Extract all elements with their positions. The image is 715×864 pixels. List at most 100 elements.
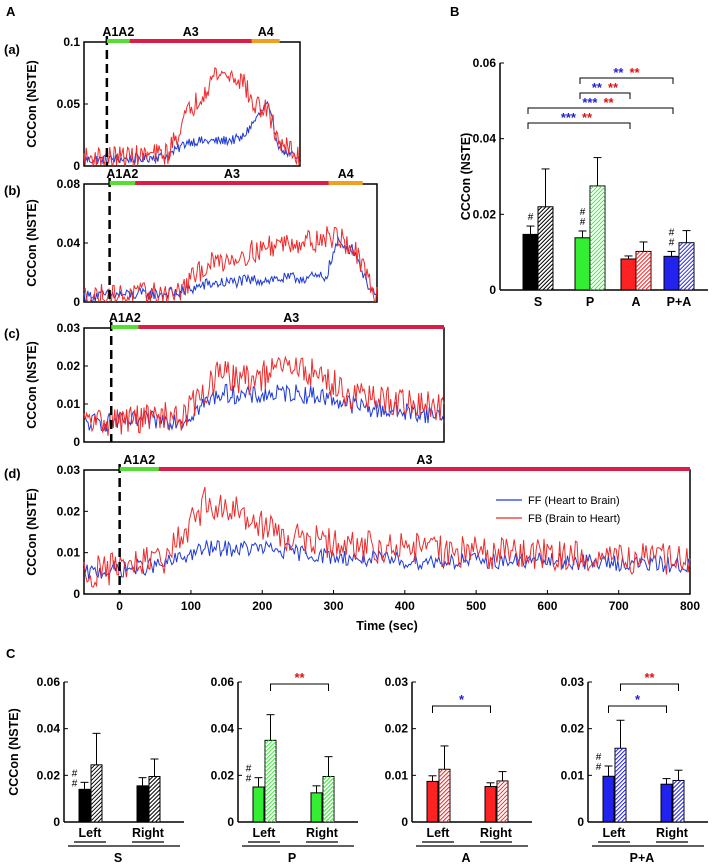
category-label-P+A: P+A bbox=[667, 295, 692, 309]
bar-FB-C-PA-Left-hatch bbox=[614, 747, 620, 753]
bar-FB-C-PA-Left-hatch bbox=[614, 747, 624, 757]
bar-FB-P-hatch bbox=[589, 238, 606, 255]
series-line-fb-d bbox=[83, 486, 691, 588]
bar-FB-C-PA-Left-hatch bbox=[614, 796, 627, 809]
phase-bar-a-0 bbox=[106, 39, 130, 43]
y-tick-label-c: 0 bbox=[73, 435, 80, 449]
bar-FB-C-S-Right-hatch bbox=[148, 801, 161, 813]
bar-FB-C-S-Right-hatch bbox=[151, 813, 161, 823]
bar-FB-C-S-Left-hatch bbox=[90, 785, 103, 798]
panel-label-B: B bbox=[450, 4, 459, 19]
bar-FB-P-hatch bbox=[589, 185, 595, 191]
bar-FB-C-PA-Right-hatch bbox=[675, 813, 685, 823]
bar-FB-P-hatch bbox=[589, 234, 606, 251]
bar-FB-C-PA-Right-hatch bbox=[672, 797, 685, 809]
bar-FB-P-hatch bbox=[589, 198, 606, 215]
bar-FB-C-P-Right-hatch bbox=[322, 781, 335, 793]
significance-stars-red-1: ** bbox=[608, 80, 619, 95]
bar-FB-P-hatch bbox=[589, 218, 606, 235]
bar-FB-C-PA-Right-hatch bbox=[672, 780, 678, 785]
y-axis-label-C-S: CCCon (NSTE) bbox=[7, 708, 21, 796]
bar-FB-P-hatch bbox=[589, 210, 606, 227]
y-tick-label-C-S: 0.06 bbox=[37, 675, 61, 689]
bar-FB-C-A-Left-hatch bbox=[438, 805, 451, 818]
bar-FB-A-hatch bbox=[635, 252, 652, 268]
bar-FB-P+A-hatch bbox=[678, 263, 695, 280]
y-tick-label-d: 0 bbox=[73, 587, 80, 601]
bar-FB-C-P-Left-hatch bbox=[264, 756, 277, 769]
group-label-C-PA: P+A bbox=[630, 851, 655, 864]
phase-label-b-0: A1A2 bbox=[106, 167, 138, 181]
bar-FB-C-A-Left-hatch bbox=[438, 768, 448, 778]
bar-FB-C-A-Right-hatch bbox=[496, 793, 509, 806]
bar-FB-P+A-hatch bbox=[678, 247, 695, 264]
bar-FB-S-hatch bbox=[537, 263, 554, 280]
bar-FB-C-S-Left-hatch bbox=[90, 769, 103, 782]
legend-label-fb: FB (Brain to Heart) bbox=[528, 513, 620, 525]
bar-FB-C-S-Left-hatch bbox=[97, 817, 103, 823]
y-tick-label-C-P: 0.02 bbox=[211, 768, 235, 782]
bar-FB-C-P-Left-hatch bbox=[264, 740, 277, 753]
bar-FB-C-PA-Right-hatch bbox=[683, 821, 685, 823]
bar-FB-C-A-Right-hatch bbox=[496, 780, 502, 786]
row-label-c: (c) bbox=[4, 326, 20, 341]
bar-FB-P-hatch bbox=[589, 185, 599, 195]
bar-FB-C-A-Right-hatch bbox=[496, 789, 509, 802]
bar-FB-C-P-Left-hatch bbox=[264, 744, 277, 757]
series-line-ff-d bbox=[83, 539, 691, 580]
x-tick-label-d: 300 bbox=[324, 599, 344, 613]
significance-hash-P+A: # bbox=[669, 237, 675, 248]
timeseries-chart-b: 0 0.04 0.08 CCCon (NSTE) A1A2 A3 A4 bbox=[25, 167, 378, 309]
x-tick-label-d: 200 bbox=[252, 599, 272, 613]
category-label-S: S bbox=[534, 295, 542, 309]
bar-FB-C-P-Left-hatch bbox=[264, 739, 274, 749]
bar-FF-C-A-Right bbox=[484, 786, 497, 823]
bar-FB-C-S-Right-hatch bbox=[148, 776, 154, 781]
bar-FB-C-S-Left-hatch bbox=[90, 773, 103, 786]
bar-FB-C-PA-Left-hatch bbox=[614, 756, 627, 769]
y-tick-label-c: 0.01 bbox=[57, 397, 81, 411]
category-label-C-A-Right: Right bbox=[480, 826, 513, 840]
significance-stars-red-3: ** bbox=[582, 110, 593, 125]
bar-FB-C-PA-Left-hatch bbox=[614, 748, 627, 761]
bar-FB-C-S-Left-hatch bbox=[90, 789, 103, 802]
y-axis-label-a: CCCon (NSTE) bbox=[25, 60, 39, 148]
x-tick-label-d: 700 bbox=[609, 599, 629, 613]
bar-FB-P-hatch bbox=[589, 202, 606, 219]
bar-FB-S-hatch bbox=[537, 247, 554, 264]
bar-FB-C-A-Right-hatch bbox=[496, 805, 509, 818]
bar-FB-C-A-Left-hatch bbox=[438, 793, 451, 806]
bar-FB-C-P-Left-hatch bbox=[264, 796, 277, 809]
y-tick-label-C-S: 0.04 bbox=[37, 722, 61, 736]
y-tick-label-B: 0 bbox=[489, 283, 496, 297]
bar-FB-S-hatch bbox=[537, 259, 554, 276]
bar-FB-C-P-Left-hatch bbox=[264, 739, 270, 745]
bar-FB-C-P-Right-hatch bbox=[322, 785, 335, 797]
bar-FB-C-P-Left-hatch bbox=[270, 816, 277, 823]
bar-FB-P-hatch bbox=[589, 250, 606, 267]
category-label-C-A-Left: Left bbox=[427, 826, 451, 840]
bar-FB-C-PA-Left-hatch bbox=[624, 820, 627, 823]
bar-FB-C-P-Right-hatch bbox=[322, 801, 335, 813]
bar-FB-C-P-Right-hatch bbox=[322, 809, 335, 821]
significance-bracket-C-PA-1 bbox=[620, 683, 679, 691]
bar-FB-S-hatch bbox=[537, 206, 551, 220]
bar-FB-A-hatch bbox=[635, 251, 641, 256]
bar-FB-P-hatch bbox=[589, 186, 606, 203]
bar-FB-C-A-Left-hatch bbox=[438, 809, 451, 822]
phase-label-d-1: A3 bbox=[416, 453, 432, 467]
significance-bracket-2 bbox=[527, 107, 674, 114]
bar-FB-C-S-Right-hatch bbox=[159, 821, 161, 823]
bar-FB-A-hatch bbox=[635, 256, 652, 272]
category-label-C-S-Left: Left bbox=[79, 826, 103, 840]
y-tick-label-d: 0.03 bbox=[57, 463, 81, 477]
bar-FB-C-S-Left-hatch bbox=[90, 764, 100, 774]
significance-hash-C-PA: # bbox=[596, 762, 602, 773]
bar-FB-C-P-Left-hatch bbox=[264, 760, 277, 773]
phase-bar-b-1 bbox=[135, 181, 329, 185]
significance-stars-blue-1: ** bbox=[592, 80, 603, 95]
bar-chart-hemisphere-A: 0 0.01 0.02 0.03 Left Right A * bbox=[385, 675, 532, 864]
bar-FB-P+A-hatch bbox=[678, 255, 695, 272]
bar-FB-P-hatch bbox=[589, 226, 606, 243]
